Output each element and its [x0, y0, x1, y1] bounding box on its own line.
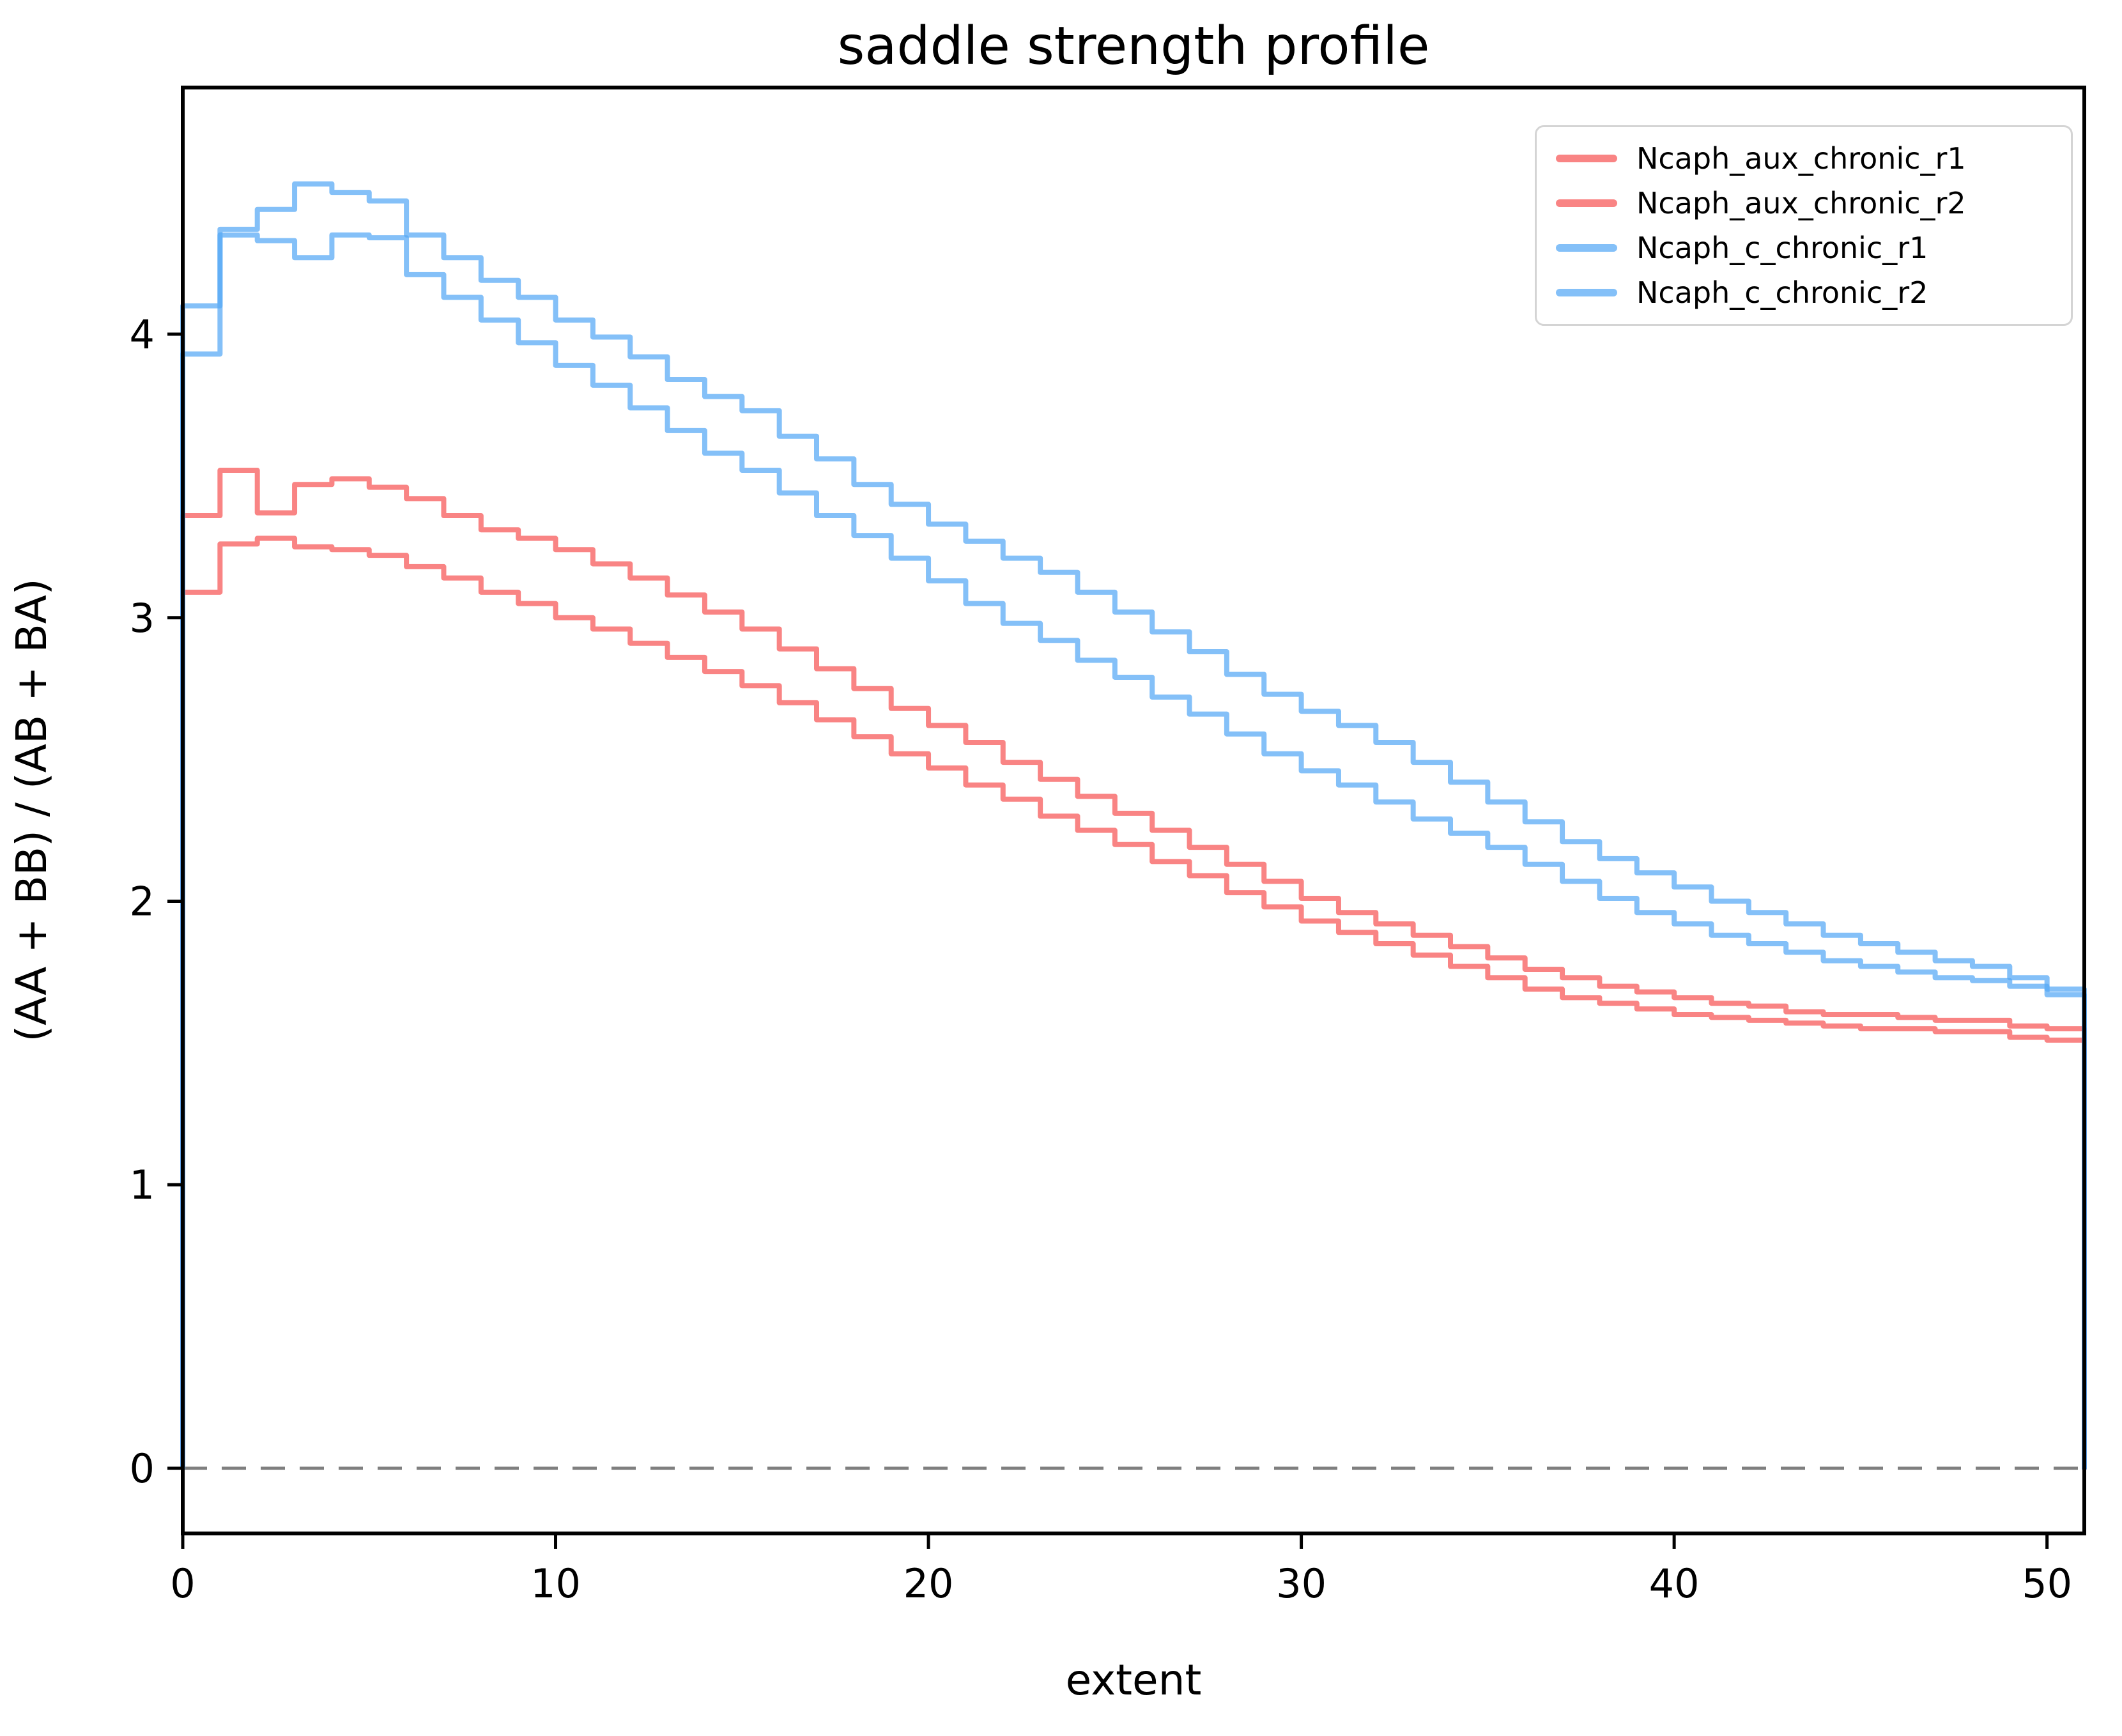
x-tick-label-20: 20	[903, 1560, 954, 1607]
series-Ncaph_aux_chronic_r1	[180, 468, 2087, 1471]
series-Ncaph_aux_chronic_r2	[180, 535, 2087, 1471]
y-tick-label-0: 0	[130, 1445, 155, 1492]
legend-label: Ncaph_aux_chronic_r2	[1636, 186, 1966, 220]
legend-line-swatch	[1556, 155, 1617, 162]
legend-entry-Ncaph_c_chronic_r1: Ncaph_c_chronic_r1	[1556, 231, 2052, 265]
series-Ncaph_c_chronic_r2	[180, 232, 2087, 1471]
data-series	[180, 181, 2087, 1471]
y-axis-label: (AA + BB) / (AB + BA)	[7, 578, 56, 1041]
legend-label: Ncaph_aux_chronic_r1	[1636, 141, 1966, 176]
legend-line-swatch	[1556, 289, 1617, 296]
x-axis-label: extent	[1066, 1655, 1202, 1705]
legend-entry-Ncaph_aux_chronic_r1: Ncaph_aux_chronic_r1	[1556, 141, 2052, 176]
legend: Ncaph_aux_chronic_r1 Ncaph_aux_chronic_r2…	[1535, 125, 2073, 326]
x-tick-label-0: 0	[170, 1560, 195, 1607]
legend-label: Ncaph_c_chronic_r1	[1636, 231, 1928, 265]
y-tick-label-1: 1	[130, 1162, 155, 1208]
axis-ticks	[167, 332, 2049, 1549]
legend-line-swatch	[1556, 244, 1617, 252]
legend-entry-Ncaph_aux_chronic_r2: Ncaph_aux_chronic_r2	[1556, 186, 2052, 220]
legend-line-swatch	[1556, 199, 1617, 207]
y-tick-label-2: 2	[130, 878, 155, 925]
axes-spines	[181, 86, 2086, 1535]
chart-title: saddle strength profile	[838, 16, 1430, 77]
legend-label: Ncaph_c_chronic_r2	[1636, 275, 1928, 310]
x-tick-label-40: 40	[1649, 1560, 1700, 1607]
x-tick-label-30: 30	[1276, 1560, 1326, 1607]
axis-tick-labels: 0 10 20 30 40 50 0 1 2 3 4	[130, 311, 2073, 1607]
y-tick-label-4: 4	[130, 311, 155, 358]
x-tick-label-10: 10	[530, 1560, 581, 1607]
y-tick-label-3: 3	[130, 595, 155, 641]
series-Ncaph_c_chronic_r1	[180, 181, 2087, 1471]
legend-entry-Ncaph_c_chronic_r2: Ncaph_c_chronic_r2	[1556, 275, 2052, 310]
x-tick-label-50: 50	[2022, 1560, 2072, 1607]
